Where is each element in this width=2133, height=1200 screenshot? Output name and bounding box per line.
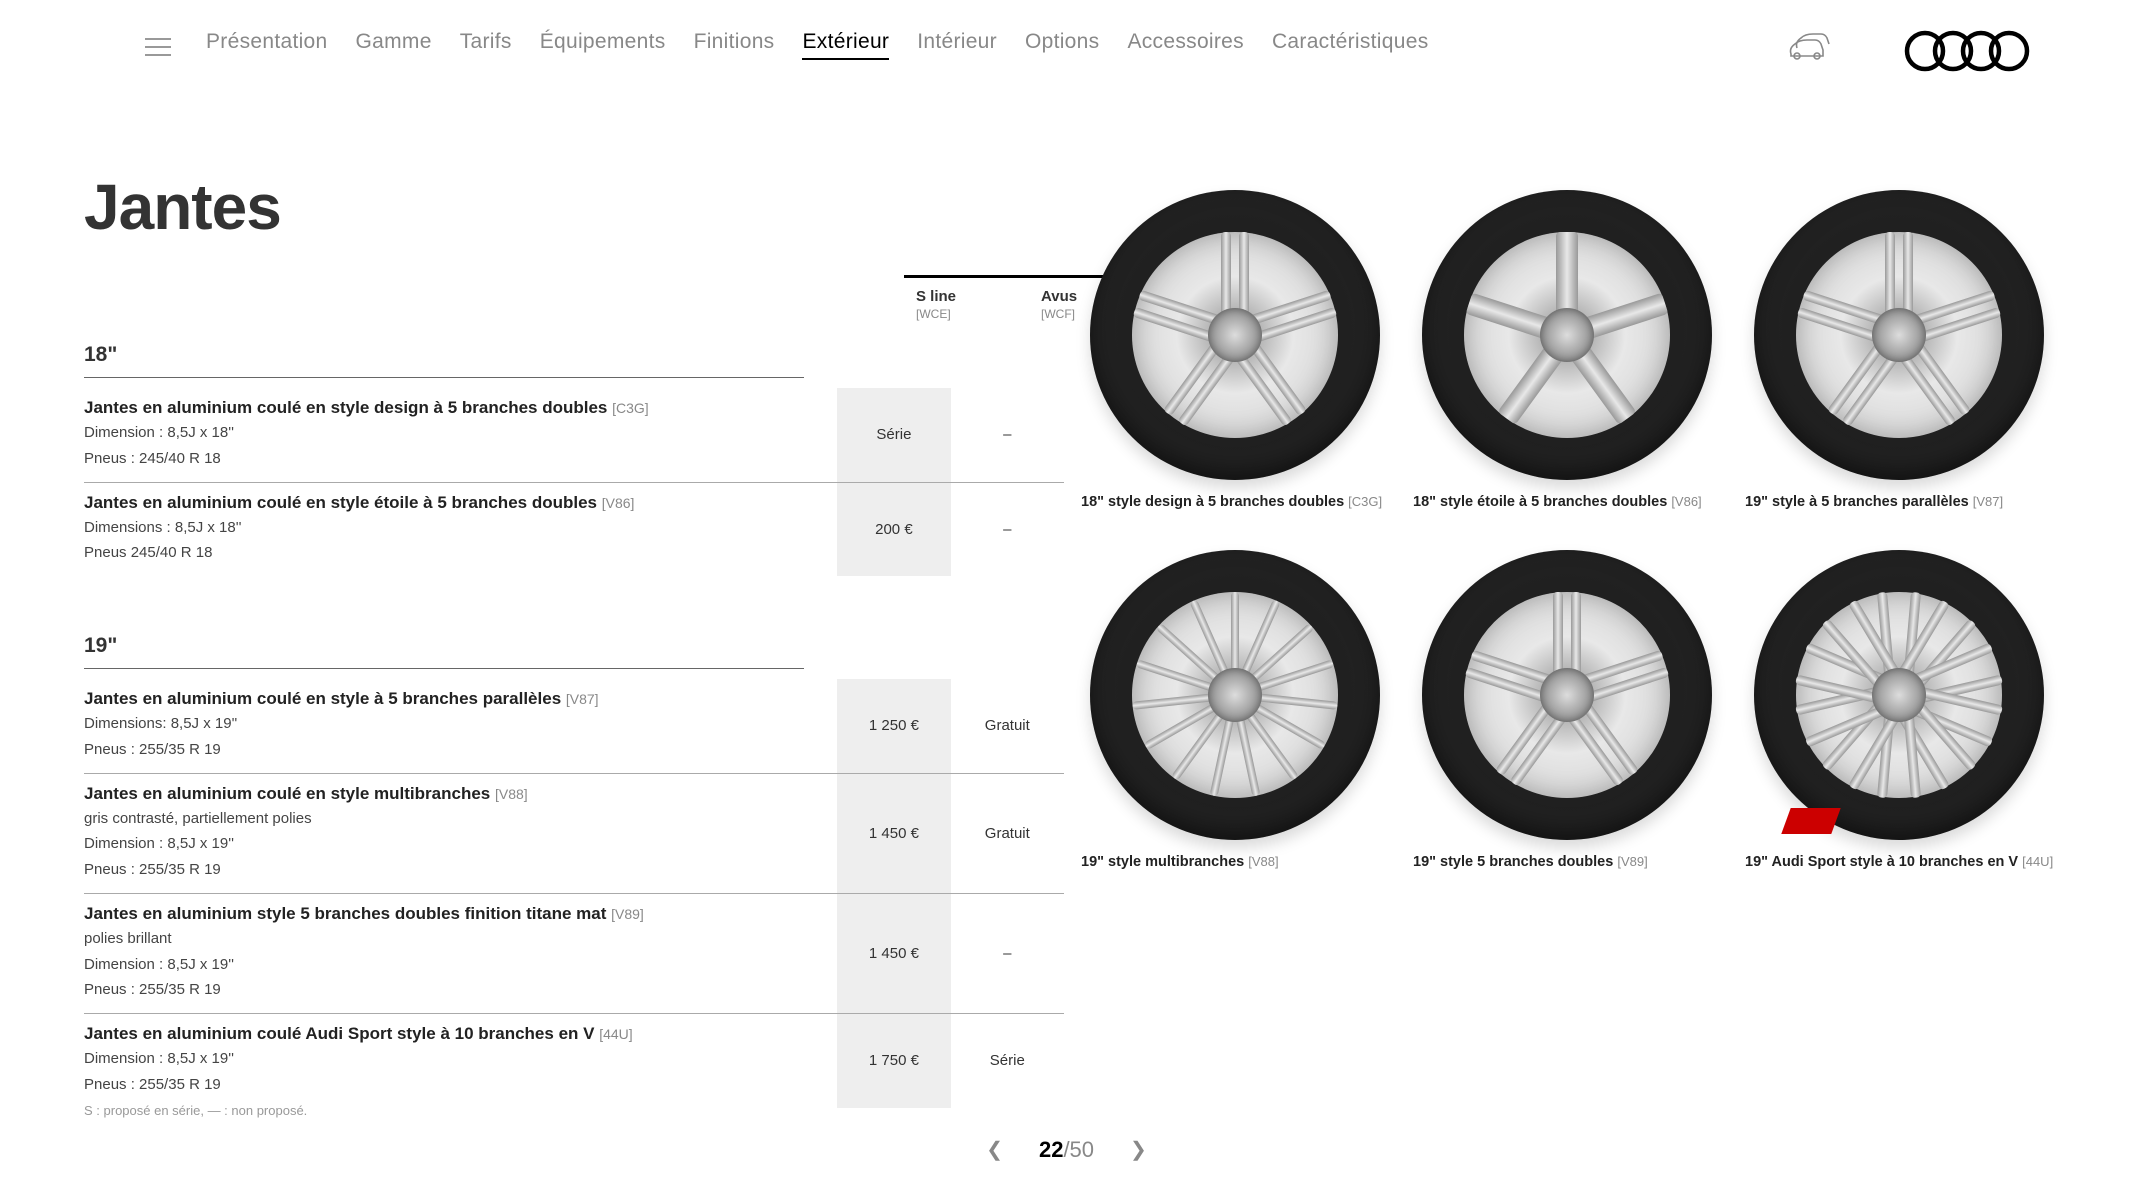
nav-item[interactable]: Gamme — [356, 30, 432, 60]
section-heading: 19" — [84, 634, 804, 669]
wheel-image — [1422, 190, 1712, 480]
row-title: Jantes en aluminium coulé en style étoil… — [84, 493, 737, 513]
row-desc: Dimension : 8,5J x 19'' — [84, 1048, 737, 1070]
row-desc: Dimension : 8,5J x 18'' — [84, 422, 737, 444]
row-desc: Pneus : 255/35 R 19 — [84, 859, 737, 881]
price-cell: Gratuit — [951, 774, 1064, 893]
nav-item[interactable]: Caractéristiques — [1272, 30, 1429, 60]
row-title: Jantes en aluminium coulé en style desig… — [84, 398, 737, 418]
page-title: Jantes — [84, 170, 281, 244]
price-cell: 1 250 € — [837, 679, 950, 773]
price-cell: – — [951, 388, 1064, 482]
nav-item[interactable]: Extérieur — [802, 30, 889, 60]
wheel-image — [1754, 190, 2044, 480]
price-table: S line[WCE]Avus[WCF] 18"Jantes en alumin… — [84, 275, 1064, 1108]
nav-item[interactable]: Tarifs — [460, 30, 512, 60]
price-cell: Gratuit — [951, 679, 1064, 773]
table-row: Jantes en aluminium coulé en style à 5 b… — [84, 679, 1064, 774]
row-title: Jantes en aluminium coulé Audi Sport sty… — [84, 1024, 737, 1044]
table-row: Jantes en aluminium style 5 branches dou… — [84, 894, 1064, 1014]
wheel-caption: 19" style 5 branches doubles [V89] — [1407, 854, 1727, 870]
wheel-caption: 18" style étoile à 5 branches doubles [V… — [1407, 494, 1727, 510]
wheel-image — [1422, 550, 1712, 840]
nav-item[interactable]: Présentation — [206, 30, 328, 60]
nav-item[interactable]: Intérieur — [917, 30, 997, 60]
wheel-image — [1090, 190, 1380, 480]
price-cell: 200 € — [837, 483, 950, 577]
wheel-card: 18" style étoile à 5 branches doubles [V… — [1407, 190, 1727, 510]
nav-item[interactable]: Options — [1025, 30, 1099, 60]
row-desc: Dimension : 8,5J x 19'' — [84, 833, 737, 855]
row-desc: Pneus 245/40 R 18 — [84, 542, 737, 564]
row-desc: polies brillant — [84, 928, 737, 950]
price-cell: – — [951, 894, 1064, 1013]
table-row: Jantes en aluminium coulé en style multi… — [84, 774, 1064, 894]
audi-logo[interactable] — [1903, 28, 2033, 79]
table-row: Jantes en aluminium coulé en style desig… — [84, 388, 1064, 483]
wheel-caption: 18" style design à 5 branches doubles [C… — [1075, 494, 1395, 510]
row-title: Jantes en aluminium style 5 branches dou… — [84, 904, 737, 924]
nav-item[interactable]: Accessoires — [1127, 30, 1244, 60]
column-header: S line[WCE] — [904, 275, 1029, 329]
table-row: Jantes en aluminium coulé Audi Sport sty… — [84, 1014, 1064, 1108]
sport-badge — [1781, 808, 1840, 834]
row-desc: Dimension : 8,5J x 19'' — [84, 954, 737, 976]
compare-icon[interactable] — [1785, 28, 1833, 69]
price-cell: 1 750 € — [837, 1014, 950, 1108]
table-row: Jantes en aluminium coulé en style étoil… — [84, 483, 1064, 577]
wheel-card: 19" style multibranches [V88] — [1075, 550, 1395, 870]
wheel-gallery: 18" style design à 5 branches doubles [C… — [1075, 190, 2075, 870]
page-indicator: 22/50 — [1039, 1137, 1094, 1163]
price-cell: 1 450 € — [837, 774, 950, 893]
row-desc: Pneus : 255/35 R 19 — [84, 1074, 737, 1096]
prev-page-icon[interactable]: ❮ — [980, 1131, 1009, 1168]
wheel-card: 19" style 5 branches doubles [V89] — [1407, 550, 1727, 870]
row-desc: Dimensions: 8,5J x 19'' — [84, 713, 737, 735]
wheel-card: 18" style design à 5 branches doubles [C… — [1075, 190, 1395, 510]
price-cell: Série — [951, 1014, 1064, 1108]
row-title: Jantes en aluminium coulé en style multi… — [84, 784, 737, 804]
row-desc: Pneus : 255/35 R 19 — [84, 979, 737, 1001]
row-desc: Pneus : 245/40 R 18 — [84, 448, 737, 470]
row-desc: Pneus : 255/35 R 19 — [84, 739, 737, 761]
wheel-caption: 19" style à 5 branches parallèles [V87] — [1739, 494, 2059, 510]
section-heading: 18" — [84, 343, 804, 378]
top-nav-bar: Présentation Gamme Tarifs Équipements Finiti… — [0, 0, 2133, 90]
wheel-image — [1090, 550, 1380, 840]
wheel-caption: 19" style multibranches [V88] — [1075, 854, 1395, 870]
pager: ❮ 22/50 ❯ — [980, 1131, 1153, 1168]
nav-tabs: Présentation Gamme Tarifs Équipements Finiti… — [206, 30, 1429, 60]
row-desc: Dimensions : 8,5J x 18'' — [84, 517, 737, 539]
wheel-caption: 19" Audi Sport style à 10 branches en V … — [1739, 854, 2059, 870]
price-cell: – — [951, 483, 1064, 577]
menu-icon[interactable] — [145, 38, 171, 56]
nav-item[interactable]: Finitions — [694, 30, 775, 60]
nav-item[interactable]: Équipements — [540, 30, 666, 60]
wheel-card: 19" Audi Sport style à 10 branches en V … — [1739, 550, 2059, 870]
row-title: Jantes en aluminium coulé en style à 5 b… — [84, 689, 737, 709]
price-cell: Série — [837, 388, 950, 482]
price-cell: 1 450 € — [837, 894, 950, 1013]
row-desc: gris contrasté, partiellement polies — [84, 808, 737, 830]
wheel-card: 19" style à 5 branches parallèles [V87] — [1739, 190, 2059, 510]
footnote: S : proposé en série, — : non proposé. — [84, 1103, 307, 1118]
wheel-image — [1754, 550, 2044, 840]
next-page-icon[interactable]: ❯ — [1124, 1131, 1153, 1168]
